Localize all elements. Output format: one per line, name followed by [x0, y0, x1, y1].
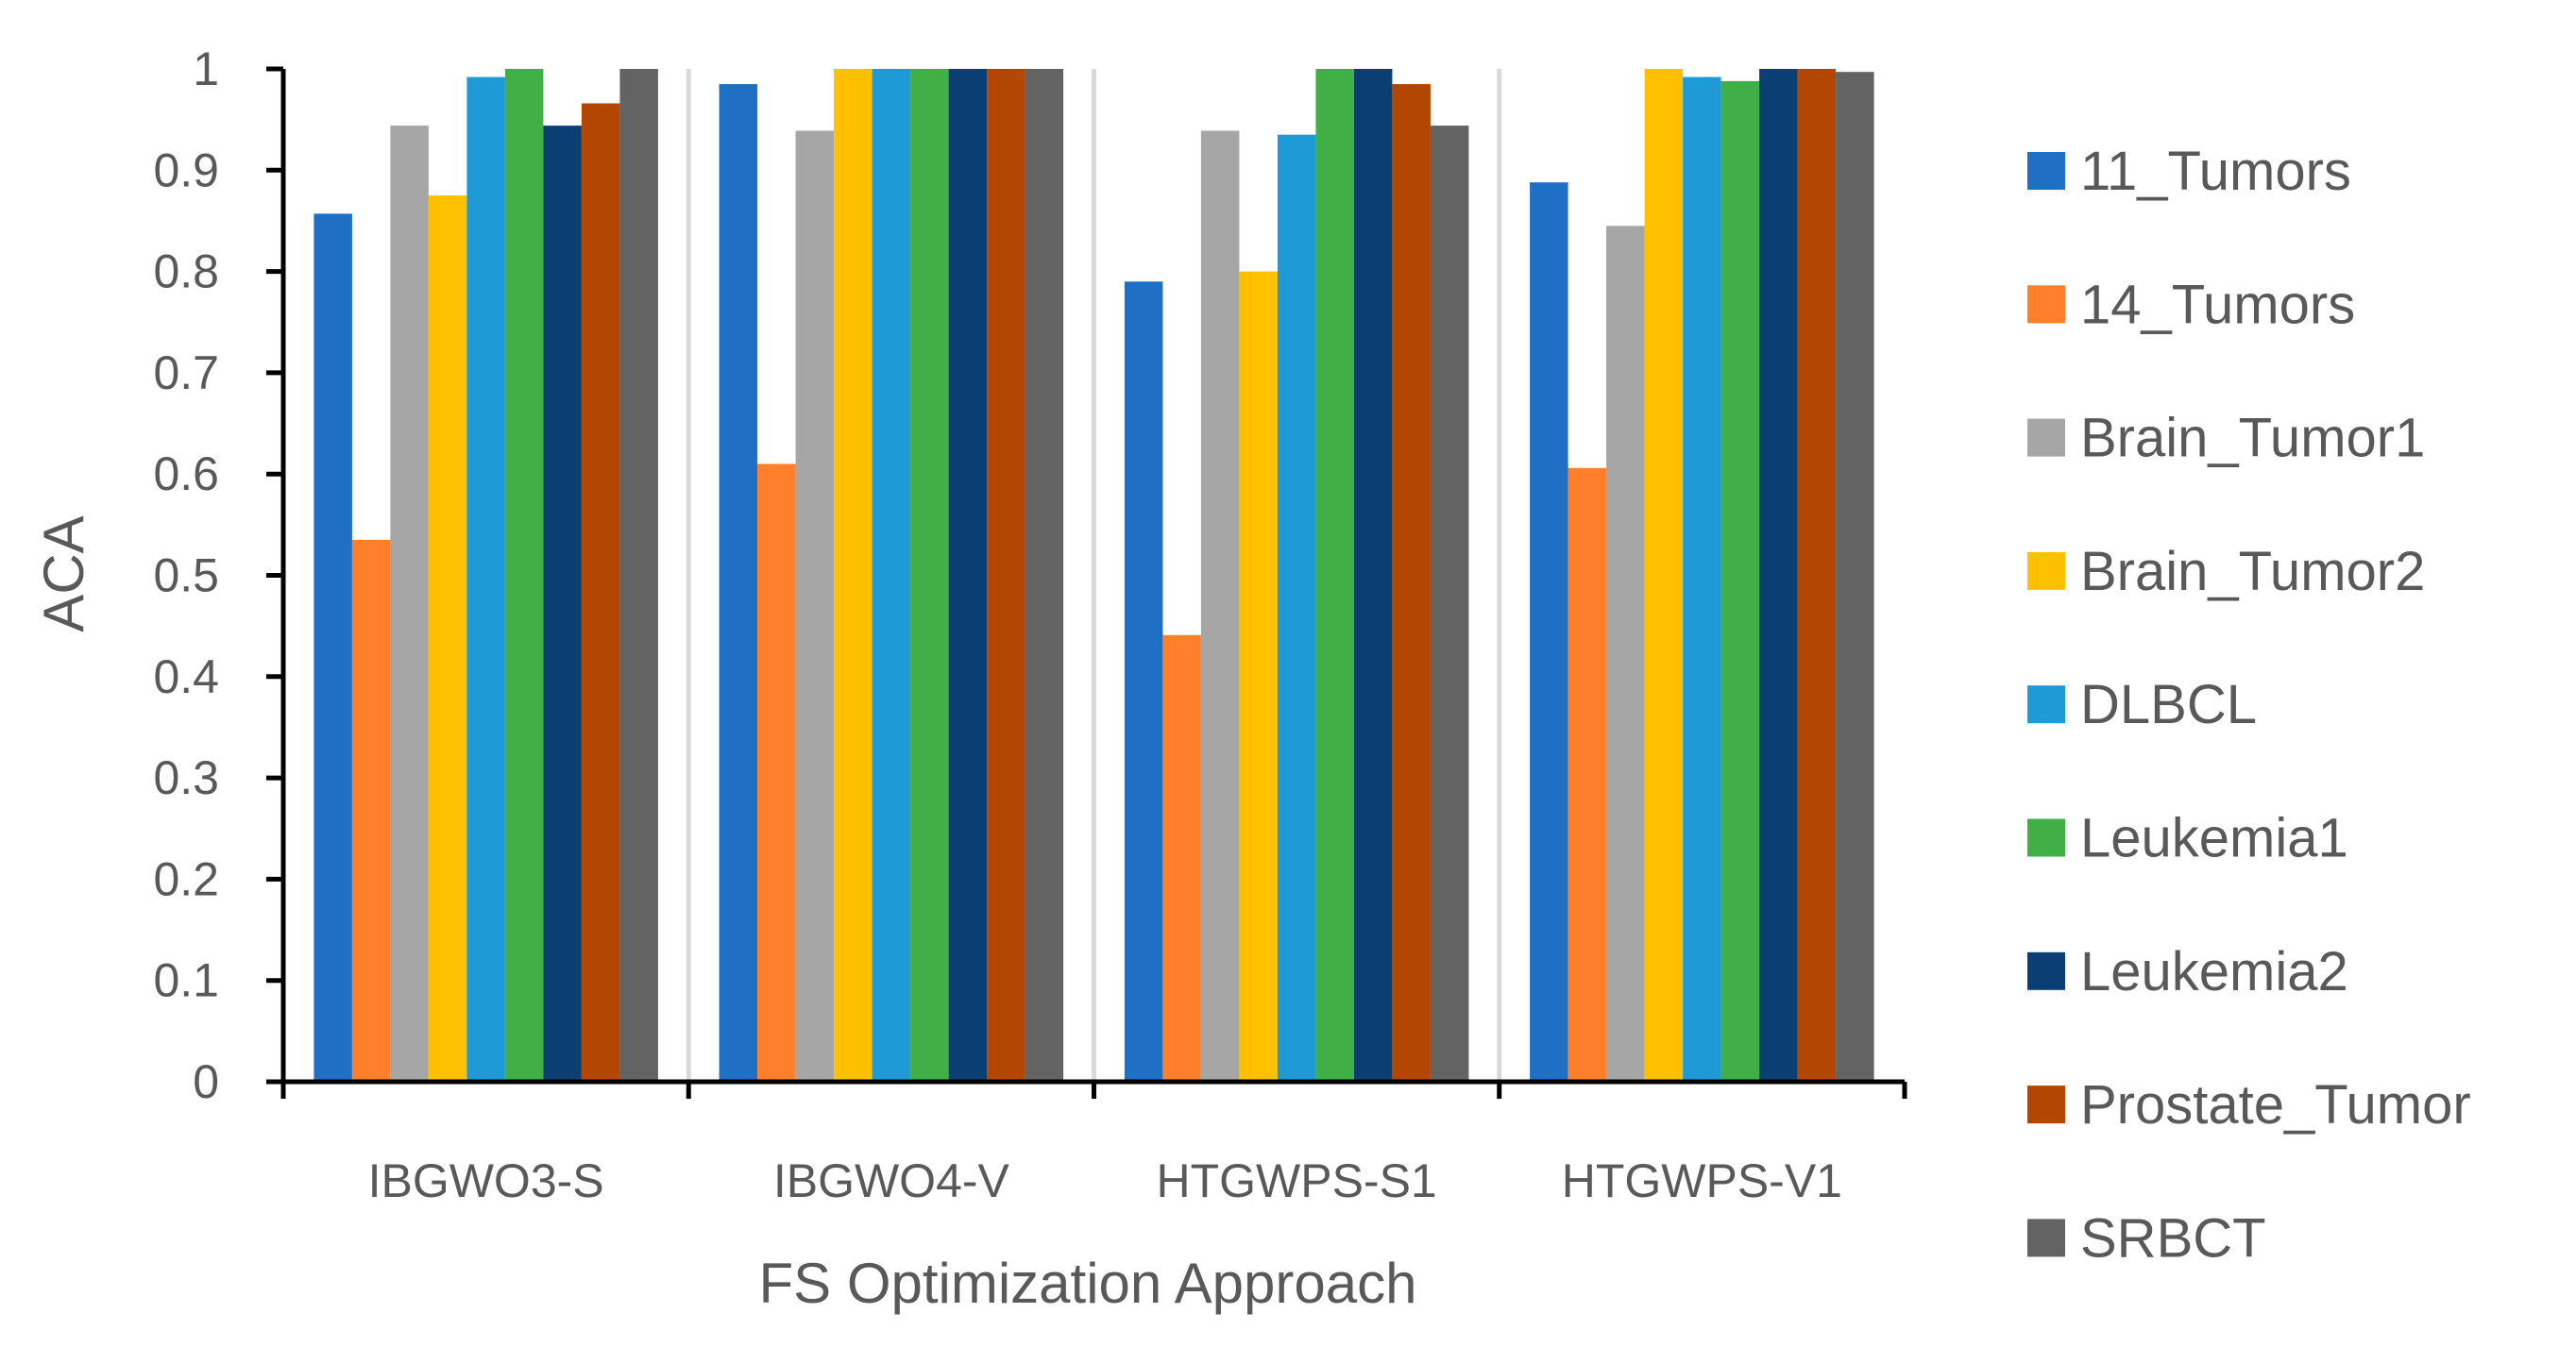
- bar-Brain_Tumor1-IBGWO4-V: [795, 130, 835, 1082]
- bar-11_Tumors-IBGWO3-S: [314, 213, 352, 1082]
- legend-label-Prostate_Tumor: Prostate_Tumor: [2080, 1074, 2471, 1136]
- bar-Prostate_Tumor-HTGWPS-S1: [1392, 84, 1431, 1083]
- x-ticks: IBGWO3-S IBGWO4-V HTGWPS-S1 HTGWPS-V1: [280, 1082, 1907, 1207]
- bar-Brain_Tumor2-IBGWO4-V: [834, 69, 873, 1082]
- bar-SRBCT-IBGWO3-S: [619, 69, 658, 1082]
- bar-14_Tumors-IBGWO4-V: [757, 463, 796, 1082]
- y-tick-label: 0.8: [153, 245, 219, 298]
- legend-label-Brain_Tumor2: Brain_Tumor2: [2080, 541, 2425, 602]
- x-tick-label: IBGWO3-S: [368, 1154, 604, 1207]
- bar-Brain_Tumor1-IBGWO3-S: [390, 126, 429, 1083]
- bar-Leukemia1-IBGWO3-S: [504, 69, 544, 1082]
- legend-swatch-Leukemia1: [2027, 818, 2065, 857]
- bar-Leukemia2-IBGWO4-V: [948, 69, 988, 1082]
- y-tick-label: 0: [193, 1055, 219, 1108]
- bar-14_Tumors-HTGWPS-S1: [1162, 634, 1201, 1082]
- legend-swatch-DLBCL: [2027, 685, 2065, 724]
- bar-Brain_Tumor1-HTGWPS-V1: [1606, 226, 1645, 1083]
- bars: [314, 69, 1874, 1083]
- x-tick-label: HTGWPS-S1: [1157, 1154, 1437, 1207]
- bar-11_Tumors-HTGWPS-S1: [1124, 281, 1163, 1082]
- y-tick-label: 0.2: [153, 852, 219, 905]
- y-axis-title: ACA: [32, 515, 95, 631]
- legend-label-Leukemia1: Leukemia1: [2080, 808, 2348, 869]
- x-tick-label: IBGWO4-V: [773, 1154, 1010, 1207]
- legend-label-DLBCL: DLBCL: [2080, 674, 2257, 735]
- bar-SRBCT-HTGWPS-S1: [1430, 126, 1469, 1083]
- y-tick-label: 0.7: [153, 346, 219, 399]
- bar-11_Tumors-IBGWO4-V: [719, 84, 758, 1083]
- bar-DLBCL-HTGWPS-S1: [1277, 134, 1316, 1082]
- legend-label-Leukemia2: Leukemia2: [2080, 941, 2348, 1002]
- legend-label-Brain_Tumor1: Brain_Tumor1: [2080, 408, 2425, 469]
- bar-Prostate_Tumor-HTGWPS-V1: [1797, 69, 1837, 1082]
- bar-14_Tumors-IBGWO3-S: [351, 539, 391, 1082]
- legend-swatch-Brain_Tumor1: [2027, 418, 2065, 457]
- bar-Leukemia2-HTGWPS-S1: [1353, 69, 1393, 1082]
- legend: 11_Tumors 14_Tumors Brain_Tumor1 Brain_Tumo…: [2027, 141, 2471, 1269]
- x-tick-label: HTGWPS-V1: [1562, 1154, 1842, 1207]
- bar-Leukemia1-HTGWPS-V1: [1720, 80, 1760, 1082]
- bar-11_Tumors-HTGWPS-V1: [1530, 182, 1568, 1082]
- bar-14_Tumors-HTGWPS-V1: [1568, 467, 1607, 1082]
- bar-Brain_Tumor2-IBGWO3-S: [428, 195, 467, 1083]
- bar-SRBCT-IBGWO4-V: [1025, 69, 1064, 1082]
- bar-Brain_Tumor1-HTGWPS-S1: [1200, 130, 1240, 1082]
- y-tick-label: 0.4: [153, 650, 219, 703]
- bar-Leukemia2-IBGWO3-S: [543, 126, 582, 1083]
- y-tick-label: 0.6: [153, 447, 219, 500]
- bar-DLBCL-HTGWPS-V1: [1683, 76, 1721, 1083]
- bar-Prostate_Tumor-IBGWO3-S: [581, 103, 620, 1082]
- legend-label-11_Tumors: 11_Tumors: [2080, 141, 2351, 202]
- category-separators: [686, 69, 1502, 1082]
- y-tick-label: 0.1: [153, 954, 219, 1007]
- legend-swatch-11_Tumors: [2027, 152, 2065, 190]
- legend-swatch-Brain_Tumor2: [2027, 551, 2065, 590]
- legend-swatch-SRBCT: [2027, 1219, 2065, 1257]
- bar-Leukemia2-HTGWPS-V1: [1759, 69, 1798, 1082]
- bar-Brain_Tumor2-HTGWPS-S1: [1239, 271, 1278, 1083]
- legend-label-14_Tumors: 14_Tumors: [2080, 274, 2355, 335]
- y-tick-label: 0.5: [153, 549, 219, 602]
- bar-Leukemia1-IBGWO4-V: [910, 69, 949, 1082]
- x-axis-title: FS Optimization Approach: [758, 1252, 1416, 1315]
- y-tick-label: 0.3: [153, 751, 219, 804]
- bar-Leukemia1-HTGWPS-S1: [1315, 69, 1354, 1082]
- bar-SRBCT-HTGWPS-V1: [1836, 72, 1874, 1083]
- y-tick-label: 0.9: [153, 143, 219, 196]
- bar-Brain_Tumor2-HTGWPS-V1: [1644, 69, 1684, 1082]
- y-ticks: 0 0.1 0.2 0.3 0.4 0.5 0.6 0.7 0.8 0.9 1: [153, 42, 283, 1108]
- legend-swatch-Leukemia2: [2027, 951, 2065, 990]
- y-tick-label: 1: [193, 42, 219, 95]
- bar-DLBCL-IBGWO4-V: [872, 69, 911, 1082]
- bar-DLBCL-IBGWO3-S: [466, 76, 505, 1083]
- legend-label-SRBCT: SRBCT: [2080, 1207, 2266, 1269]
- legend-swatch-Prostate_Tumor: [2027, 1086, 2065, 1124]
- legend-swatch-14_Tumors: [2027, 285, 2065, 324]
- bar-Prostate_Tumor-IBGWO4-V: [987, 69, 1025, 1082]
